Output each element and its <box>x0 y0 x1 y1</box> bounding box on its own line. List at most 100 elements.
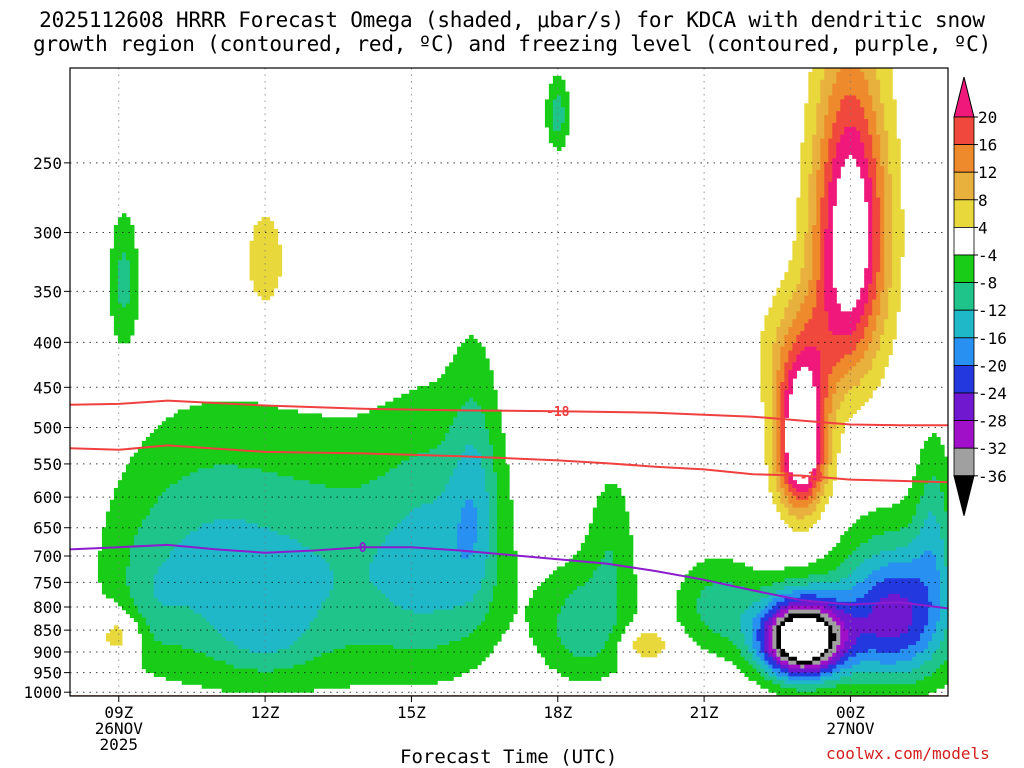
omega-cell <box>113 315 139 320</box>
colorbar-label: -24 <box>978 384 1007 403</box>
omega-cell <box>876 648 901 654</box>
omega-cell <box>872 150 881 155</box>
omega-cell <box>884 209 893 214</box>
omega-cell <box>880 142 889 148</box>
omega-cell <box>117 295 131 301</box>
omega-cell <box>680 582 714 587</box>
omega-cell <box>792 244 805 250</box>
omega-cell <box>485 566 498 571</box>
omega-cell <box>912 601 933 607</box>
omega-cell <box>564 107 570 112</box>
omega-cell <box>117 484 171 489</box>
omega-cell <box>548 91 570 97</box>
omega-cell <box>101 586 131 591</box>
omega-cell <box>101 535 135 540</box>
omega-cell <box>824 177 833 183</box>
omega-cell <box>497 574 518 579</box>
omega-cell <box>808 75 825 81</box>
omega-cell <box>756 660 766 666</box>
omega-cell <box>832 130 845 136</box>
colorbar-band <box>953 337 975 366</box>
omega-cell <box>768 487 777 493</box>
omega-cell <box>796 232 805 238</box>
omega-cell <box>860 130 869 136</box>
omega-cell <box>924 582 941 587</box>
omega-cell <box>864 272 873 277</box>
omega-cell <box>528 633 558 638</box>
omega-cell <box>776 409 781 414</box>
omega-cell <box>776 637 781 642</box>
omega-cell <box>880 146 889 152</box>
omega-cell <box>401 519 462 524</box>
omega-cell <box>676 597 698 603</box>
omega-cell <box>289 535 386 540</box>
omega-cell <box>884 323 897 328</box>
omega-cell <box>944 637 948 642</box>
omega-cell <box>700 613 742 619</box>
y-tick-label: 900 <box>33 643 62 662</box>
omega-cell <box>269 527 394 532</box>
omega-cell <box>149 629 219 634</box>
omega-cell <box>129 590 155 595</box>
omega-cell <box>149 433 446 438</box>
omega-cell <box>864 279 873 285</box>
omega-cell <box>780 460 785 466</box>
omega-cell <box>736 644 750 650</box>
omega-cell <box>800 177 809 183</box>
omega-cell <box>109 507 151 513</box>
omega-cell <box>824 185 829 191</box>
omega-cell <box>772 436 777 442</box>
omega-cell <box>321 605 402 611</box>
omega-cell <box>884 244 893 250</box>
omega-cell <box>876 291 881 297</box>
omega-cell <box>497 487 510 493</box>
omega-cell <box>784 366 793 371</box>
omega-cell <box>820 456 825 462</box>
omega-cell <box>744 609 762 615</box>
omega-cell <box>816 291 825 297</box>
omega-cell <box>824 276 833 281</box>
omega-cell <box>576 550 606 556</box>
omega-cell <box>868 248 873 254</box>
omega-cell <box>592 507 626 513</box>
omega-cell <box>540 582 586 587</box>
omega-cell <box>864 177 873 183</box>
omega-cell <box>449 641 498 646</box>
omega-cell <box>137 527 199 532</box>
omega-cell <box>864 111 877 116</box>
omega-cell <box>804 252 813 257</box>
omega-cell <box>792 295 805 301</box>
omega-cell <box>876 130 889 136</box>
omega-cell <box>776 385 781 391</box>
omega-cell <box>892 272 901 277</box>
omega-cell <box>864 334 873 340</box>
omega-cell <box>273 668 470 674</box>
omega-cell <box>449 362 490 367</box>
omega-cell <box>836 660 845 666</box>
omega-cell <box>616 570 634 575</box>
omega-cell <box>109 272 119 277</box>
omega-cell <box>780 429 785 434</box>
omega-cell <box>489 436 506 442</box>
omega-cell <box>824 279 833 285</box>
omega-cell <box>772 444 777 450</box>
credit-link[interactable]: coolwx.com/models <box>826 744 990 763</box>
omega-cell <box>205 617 315 623</box>
omega-cell <box>876 315 889 320</box>
omega-cell <box>105 637 123 642</box>
omega-cell <box>908 644 929 650</box>
omega-cell <box>261 295 271 301</box>
omega-cell <box>876 350 893 356</box>
omega-cell <box>820 660 829 666</box>
omega-cell <box>477 625 510 630</box>
omega-cell <box>816 413 821 418</box>
omega-cell <box>149 507 414 513</box>
omega-cell <box>828 378 841 383</box>
omega-cell <box>820 370 833 375</box>
omega-cell <box>828 550 853 556</box>
x-tick-date: 27NOV <box>826 719 875 738</box>
omega-cell <box>377 546 458 552</box>
omega-cell <box>772 637 777 642</box>
omega-cell <box>800 307 813 312</box>
